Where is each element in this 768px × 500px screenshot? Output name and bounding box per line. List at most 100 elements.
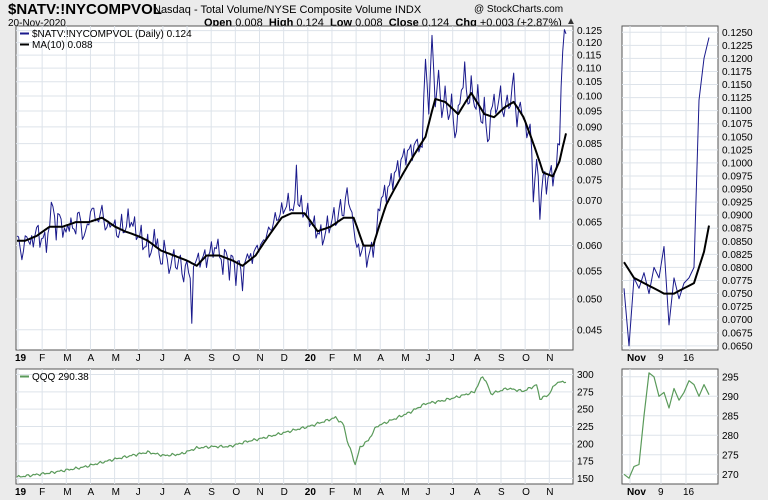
zoom-y-tick: 0.0975 [722, 171, 753, 182]
main-y-tick: 0.055 [577, 267, 602, 278]
qzoom-y-tick: 270 [722, 470, 739, 481]
main-y-tick: 0.045 [577, 325, 602, 336]
qqq-y-tick: 150 [577, 474, 594, 485]
main-x-tick: M [353, 353, 361, 364]
main-x-tick: A [184, 353, 191, 364]
main-x-tick: J [160, 353, 165, 364]
zoom-ma-line [623, 225, 710, 295]
qzoom-y-tick: 275 [722, 450, 739, 461]
qqq-x-tick: F [329, 487, 335, 498]
main-y-tick: 0.075 [577, 176, 602, 187]
zoom-y-tick: 0.0900 [722, 211, 753, 222]
qqq-y-tick: 175 [577, 457, 594, 468]
main-x-tick: N [546, 353, 553, 364]
zoom-y-tick: 0.1125 [722, 93, 752, 104]
main-x-tick: A [474, 353, 481, 364]
collapse-arrow-icon[interactable]: ▲ [566, 16, 576, 27]
qzoom-y-tick: 285 [722, 411, 739, 422]
qqq-x-tick: J [160, 487, 165, 498]
main-y-tick: 0.120 [577, 38, 602, 49]
main-y-tick: 0.125 [577, 26, 602, 37]
zoom-y-tick: 0.1075 [722, 119, 753, 130]
zoom-y-tick: 0.1025 [722, 145, 753, 156]
main-x-tick: M [401, 353, 409, 364]
main-x-tick: M [63, 353, 71, 364]
zoom-y-tick: 0.1250 [722, 28, 753, 39]
chart-date: 20-Nov-2020 [8, 18, 66, 29]
zoom-ratio-line [623, 37, 710, 347]
qqq-x-tick: F [39, 487, 45, 498]
qzoom-x-tick: 16 [683, 487, 695, 498]
zoom-y-tick: 0.0875 [722, 224, 753, 235]
zoom-y-tick: 0.1200 [722, 54, 753, 65]
main-x-tick: 20 [305, 353, 317, 364]
main-x-tick: N [257, 353, 264, 364]
symbol-title: $NATV:!NYCOMPVOL [8, 1, 162, 18]
qzoom-x-tick: 9 [658, 487, 664, 498]
qqq-x-tick: M [401, 487, 409, 498]
main-y-tick: 0.065 [577, 218, 602, 229]
symbol-description: Nasdaq - Total Volume/NYSE Composite Vol… [153, 4, 422, 16]
qqq-panel: 150 175 200 225 250 275 300 19 F M A M J J A S O N D 20 F M A M… [15, 368, 594, 498]
qqq-x-tick: 19 [15, 487, 27, 498]
main-x-tick: O [232, 353, 240, 364]
main-y-tick: 0.115 [577, 51, 602, 62]
main-y-tick: 0.110 [577, 64, 602, 75]
ma-line [17, 92, 567, 267]
zoom-plot-bg [621, 25, 719, 351]
zoom-y-tick: 0.0925 [722, 198, 753, 209]
main-x-tick: S [498, 353, 505, 364]
qqq-y-tick: 200 [577, 439, 594, 450]
zoom-y-tick: 0.1175 [722, 67, 752, 78]
qqq-x-tick: J [450, 487, 455, 498]
qqq-x-tick: M [63, 487, 71, 498]
zoom-y-tick: 0.0950 [722, 185, 753, 196]
main-panel: 0.045 0.050 0.055 0.060 0.065 0.070 0.075 0.080… [15, 25, 602, 364]
zoom-y-tick: 0.1100 [722, 106, 752, 117]
qqq-x-tick: M [112, 487, 120, 498]
legend-label: $NATV:!NYCOMPVOL (Daily) 0.124 [32, 29, 192, 40]
qqq-x-tick: J [136, 487, 141, 498]
main-x-tick: J [136, 353, 141, 364]
main-x-tick: F [329, 353, 335, 364]
qzoom-x-tick: Nov [627, 487, 646, 498]
zoom-y-tick: 0.0650 [722, 341, 753, 352]
qqq-x-tick: M [353, 487, 361, 498]
qqq-x-tick: N [546, 487, 553, 498]
qqq-y-tick: 275 [577, 387, 594, 398]
zoom-y-tick: 0.1225 [722, 41, 753, 52]
qqq-line [16, 376, 567, 478]
main-x-tick: O [522, 353, 530, 364]
qzoom-y-tick: 280 [722, 431, 739, 442]
zoom-y-tick: 0.0800 [722, 263, 753, 274]
main-y-tick: 0.095 [577, 107, 602, 118]
legend-label: MA(10) 0.088 [32, 40, 93, 51]
qzoom-y-tick: 295 [722, 372, 739, 383]
qqq-x-tick: 20 [305, 487, 317, 498]
main-y-tick: 0.100 [577, 91, 602, 102]
zoom-y-tick: 0.0750 [722, 289, 753, 300]
qqq-zoom-panel: 270 275 280 285 290 295 Nov 9 16 [621, 368, 739, 498]
qqq-x-tick: N [257, 487, 264, 498]
qzoom-y-tick: 290 [722, 392, 739, 403]
main-x-tick: F [39, 353, 45, 364]
main-x-tick: M [112, 353, 120, 364]
zoom-y-tick: 0.0675 [722, 328, 753, 339]
qqq-x-tick: A [87, 487, 94, 498]
main-x-tick: A [377, 353, 384, 364]
qqq-zoom-line [623, 372, 710, 479]
main-x-tick: A [87, 353, 94, 364]
zoom-y-tick: 0.0700 [722, 315, 753, 326]
zoom-x-tick: 16 [683, 353, 695, 364]
qqq-x-tick: S [498, 487, 505, 498]
main-x-tick: D [281, 353, 288, 364]
qqq-x-tick: O [522, 487, 530, 498]
qqq-x-tick: J [426, 487, 431, 498]
main-y-tick: 0.105 [577, 77, 602, 88]
zoom-x-tick: Nov [627, 353, 646, 364]
zoom-y-tick: 0.1000 [722, 158, 753, 169]
zoom-y-tick: 0.0850 [722, 237, 753, 248]
main-x-tick: J [426, 353, 431, 364]
zoom-y-tick: 0.0825 [722, 250, 753, 261]
